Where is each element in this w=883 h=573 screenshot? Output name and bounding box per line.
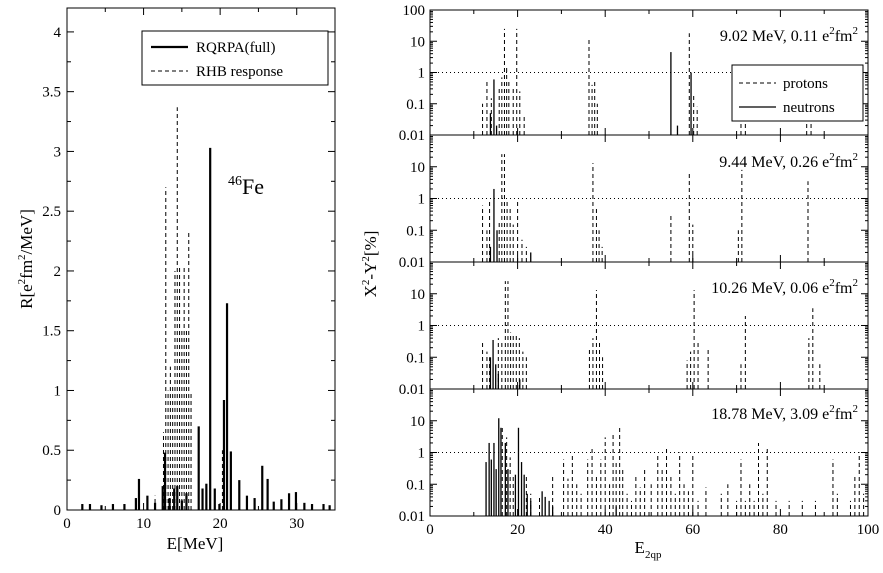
y-tick-label: 10: [410, 414, 425, 430]
left-y-axis-label: R[e2fm2/MeV]: [16, 209, 36, 309]
y-tick-label: 1.5: [42, 324, 61, 340]
panel-label-sup: 2: [853, 151, 859, 163]
x-tick-label: 10: [136, 516, 151, 532]
y-tick-label: 0.01: [399, 382, 425, 398]
legend-full-label: RQRPA(full): [196, 40, 275, 56]
legend-protons-label: protons: [783, 76, 828, 92]
left-legend: RQRPA(full) RHB response: [141, 30, 329, 86]
panel-label: 10.26 MeV, 0.06 e2fm2: [711, 277, 858, 297]
left-plot: 0 10 20 30 0 0.5 1 1.5 2 2.5 3 3.5 4 E[MeV] R[e2fm2/…: [16, 7, 336, 553]
x-tick-label: 0: [63, 516, 71, 532]
panel-label-sup: 2: [829, 277, 835, 289]
panel-label-sup: 2: [853, 25, 859, 37]
y-tick-label: 10: [410, 160, 425, 176]
panel-label-sup: 2: [853, 403, 859, 415]
panel-label: 9.44 MeV, 0.26 e2fm2: [719, 151, 858, 171]
panel-label-text: 9.02 MeV, 0.11 e: [720, 28, 829, 45]
y-tick-label: 0.1: [406, 223, 425, 239]
panel-label-sup: 2: [829, 25, 835, 37]
y-tick-label: 1: [418, 192, 426, 208]
panel-label-text: 10.26 MeV, 0.06 e: [711, 280, 829, 297]
y-tick-label: 0.1: [406, 97, 425, 113]
panel-label-text: 18.78 MeV, 3.09 e: [711, 406, 829, 423]
y-tick-label: 0.5: [42, 443, 61, 459]
y-tick-label: 4: [54, 25, 62, 41]
panel-label-sup: 2: [829, 151, 835, 163]
right-legend: protons neutrons: [731, 64, 864, 122]
y-tick-label: 10: [410, 34, 425, 50]
y-tick-label: 0.1: [406, 350, 425, 366]
panel-label-sup: 2: [829, 403, 835, 415]
right-plot: 0.010.11101000.010.11100.010.11100.010.1…: [360, 3, 879, 561]
right-y-axis-label: X2-Y2[%]: [360, 231, 380, 298]
legend-rhb-label: RHB response: [196, 64, 283, 80]
y-tick-label: 100: [403, 3, 426, 19]
y-tick-label: 3: [54, 144, 62, 160]
panel-label-text: fm: [835, 406, 853, 423]
x-tick-label: 20: [213, 516, 228, 532]
x-tick-label: 40: [598, 522, 613, 538]
panel-label-text: fm: [835, 28, 853, 45]
y-tick-label: 0: [54, 503, 62, 519]
y-tick-label: 0.01: [399, 128, 425, 144]
right-legend-box: [731, 64, 864, 122]
y-tick-label: 0.01: [399, 255, 425, 271]
panel-label-text: 9.44 MeV, 0.26 e: [719, 154, 829, 171]
panel-label-text: fm: [835, 154, 853, 171]
y-tick-label: 2.5: [42, 204, 61, 220]
y-tick-label: 3.5: [42, 85, 61, 101]
y-tick-label: 0.1: [406, 477, 425, 493]
y-tick-label: 1: [54, 383, 62, 399]
y-tick-label: 1: [418, 446, 426, 462]
x-tick-label: 80: [773, 522, 788, 538]
left-plot-frame: [66, 7, 336, 511]
y-tick-label: 10: [410, 287, 425, 303]
left-x-axis-label: E[MeV]: [167, 534, 224, 553]
x-tick-label: 20: [510, 522, 525, 538]
x-tick-label: 0: [426, 522, 434, 538]
y-tick-label: 0.01: [399, 509, 425, 525]
panel-label: 9.02 MeV, 0.11 e2fm2: [720, 25, 858, 45]
x-tick-label: 30: [289, 516, 304, 532]
panel-label-sup: 2: [853, 277, 859, 289]
y-tick-label: 1: [418, 66, 426, 82]
y-tick-label: 2: [54, 264, 62, 280]
right-x-axis-label: E2qp: [635, 538, 662, 561]
left-legend-box: [141, 30, 329, 86]
y-tick-label: 1: [418, 319, 426, 335]
panel-label: 18.78 MeV, 3.09 e2fm2: [711, 403, 858, 423]
nucleus-label: 46Fe: [228, 174, 264, 199]
x-tick-label: 60: [685, 522, 700, 538]
x-tick-label: 100: [857, 522, 880, 538]
panel-label-text: fm: [835, 280, 853, 297]
legend-neutrons-label: neutrons: [783, 100, 835, 116]
